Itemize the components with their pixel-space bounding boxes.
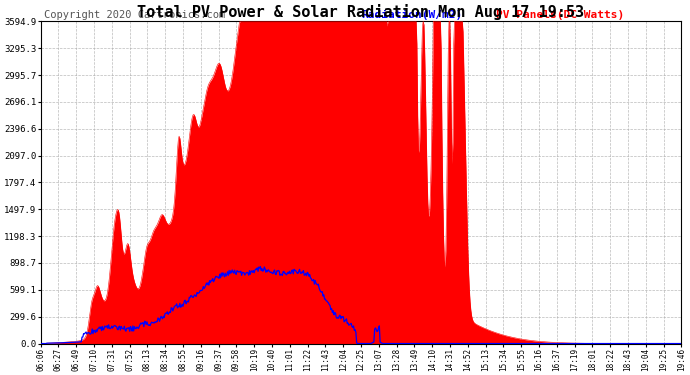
Title: Total PV Power & Solar Radiation Mon Aug 17 19:53: Total PV Power & Solar Radiation Mon Aug…: [137, 4, 584, 20]
Text: Radiation(W/m2): Radiation(W/m2): [361, 10, 462, 20]
Text: PV Panels(DC Watts): PV Panels(DC Watts): [495, 10, 624, 20]
Text: Copyright 2020 Cartronics.com: Copyright 2020 Cartronics.com: [43, 10, 225, 20]
